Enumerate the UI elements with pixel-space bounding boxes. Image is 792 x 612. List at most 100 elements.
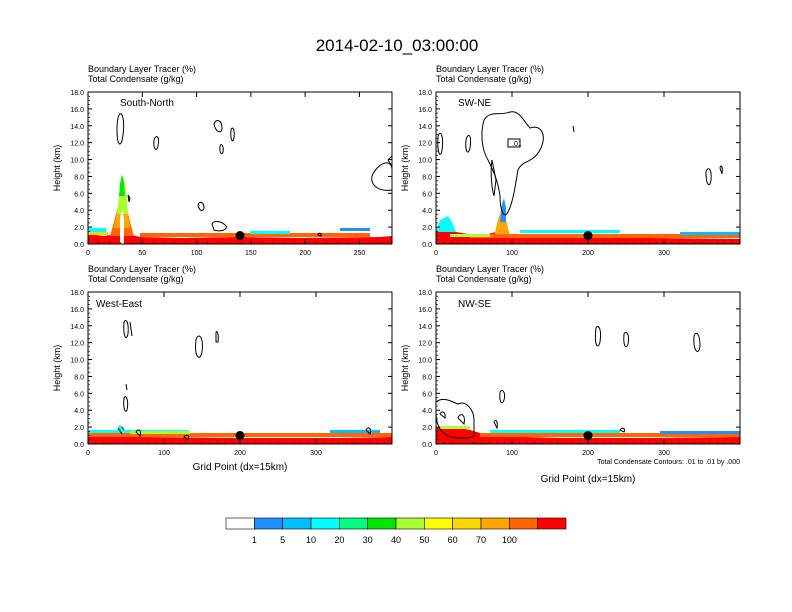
colorbar-label: 30: [363, 535, 373, 545]
colorbar-swatch: [480, 517, 510, 530]
x-tick-label: 0: [86, 450, 90, 457]
plot-frame-sn: [87, 91, 393, 245]
colorbar-swatch: [282, 517, 312, 530]
y-tick-label: 0.0: [422, 242, 432, 249]
panel-header-line1: Boundary Layer Tracer (%): [88, 264, 196, 274]
y-tick-label: 16.0: [70, 107, 84, 114]
panel-sw-ne: Boundary Layer Tracer (%) Total Condensa…: [400, 64, 741, 257]
panel-label: West-East: [96, 299, 142, 310]
panel-south-north: Boundary Layer Tracer (%) Total Condensa…: [52, 64, 393, 257]
colorbar-swatch: [537, 517, 567, 530]
panel-label: NW-SE: [458, 299, 491, 310]
x-tick-label: 300: [310, 450, 322, 457]
x-tick-label: 100: [506, 250, 518, 257]
y-tick-label: 10.0: [70, 358, 84, 365]
y-tick-label: 10.0: [418, 358, 432, 365]
y-tick-label: 12.0: [418, 341, 432, 348]
colorbar-swatch: [367, 517, 397, 530]
y-tick-label: 8.0: [74, 374, 84, 381]
y-axis-label: Height (km): [400, 345, 410, 392]
colorbar-swatch: [424, 517, 453, 530]
x-tick-label: 100: [191, 250, 203, 257]
panel-header-line2: Total Condensate (g/kg): [436, 274, 532, 284]
y-tick-label: 4.0: [74, 408, 84, 415]
panel-header-line2: Total Condensate (g/kg): [436, 74, 532, 84]
colorbar-label: 40: [391, 535, 401, 545]
colorbar-swatch: [310, 517, 340, 530]
x-tick-label: 150: [245, 250, 257, 257]
panel-label: South-North: [120, 98, 174, 109]
condensate-contours-sn: [116, 113, 393, 237]
x-tick-label: 50: [138, 250, 146, 257]
x-tick-label: 300: [658, 250, 670, 257]
panel-header-line2: Total Condensate (g/kg): [88, 274, 184, 284]
contour-note: Total Condensate Contours: .01 to .01 by…: [597, 459, 740, 466]
colorbar-swatch: [509, 517, 538, 530]
panel-header-line1: Boundary Layer Tracer (%): [436, 64, 544, 74]
x-tick-label: 250: [354, 250, 366, 257]
y-tick-label: 6.0: [74, 191, 84, 198]
x-axis-label: Grid Point (dx=15km): [541, 474, 636, 485]
contour-label: .01: [512, 141, 522, 148]
y-tick-label: 0.0: [74, 242, 84, 249]
panel-header-line1: Boundary Layer Tracer (%): [436, 264, 544, 274]
panel-label: SW-NE: [458, 98, 491, 109]
y-tick-label: 8.0: [422, 374, 432, 381]
y-tick-label: 12.0: [418, 141, 432, 148]
panel-header-line1: Boundary Layer Tracer (%): [88, 64, 196, 74]
condensate-contours-swne: [437, 111, 723, 216]
y-tick-label: 4.0: [422, 208, 432, 215]
y-tick-label: 0.0: [422, 442, 432, 449]
location-marker: [235, 231, 245, 241]
y-tick-label: 12.0: [70, 341, 84, 348]
colorbar-label: 20: [334, 535, 344, 545]
y-tick-label: 14.0: [70, 324, 84, 331]
y-tick-label: 0.0: [74, 442, 84, 449]
y-tick-label: 4.0: [74, 208, 84, 215]
panel-header-line2: Total Condensate (g/kg): [88, 74, 184, 84]
y-tick-label: 12.0: [70, 141, 84, 148]
colorbar-label: 100: [502, 535, 517, 545]
colorbar: 1 5 10 20 30 40 50 60 70 100: [225, 517, 567, 545]
y-axis-label: Height (km): [52, 145, 62, 192]
bl-fill-swne: [436, 198, 740, 244]
y-axis-label: Height (km): [52, 345, 62, 392]
y-tick-label: 4.0: [422, 408, 432, 415]
colorbar-swatch: [452, 517, 482, 530]
y-tick-label: 10.0: [70, 158, 84, 165]
figure-title: 2014-02-10_03:00:00: [316, 36, 479, 55]
colorbar-label: 60: [448, 535, 458, 545]
y-tick-label: 14.0: [418, 124, 432, 131]
y-tick-label: 6.0: [74, 391, 84, 398]
colorbar-label: 5: [280, 535, 285, 545]
y-tick-label: 18.0: [418, 90, 432, 97]
y-tick-label: 8.0: [422, 174, 432, 181]
y-tick-label: 18.0: [70, 90, 84, 97]
y-tick-label: 18.0: [70, 290, 84, 297]
condensate-contours-we: [117, 320, 371, 440]
y-tick-label: 10.0: [418, 158, 432, 165]
x-axis-label: Grid Point (dx=15km): [193, 462, 288, 473]
x-tick-label: 0: [434, 450, 438, 457]
x-tick-label: 0: [86, 250, 90, 257]
panel-nw-se: Boundary Layer Tracer (%) Total Condensa…: [400, 264, 741, 485]
y-tick-label: 2.0: [422, 425, 432, 432]
x-tick-label: 200: [299, 250, 311, 257]
y-tick-label: 2.0: [422, 225, 432, 232]
colorbar-label: 10: [306, 535, 316, 545]
y-tick-label: 14.0: [418, 324, 432, 331]
panel-west-east: Boundary Layer Tracer (%) Total Condensa…: [52, 264, 393, 473]
x-tick-label: 200: [234, 450, 246, 457]
y-tick-label: 2.0: [74, 425, 84, 432]
y-tick-label: 16.0: [418, 107, 432, 114]
location-marker: [583, 431, 593, 441]
y-tick-label: 6.0: [422, 191, 432, 198]
colorbar-label: 70: [476, 535, 486, 545]
colorbar-swatch: [254, 517, 283, 530]
x-tick-label: 0: [434, 250, 438, 257]
colorbar-swatch: [225, 517, 255, 530]
colorbar-swatch: [339, 517, 368, 530]
x-tick-label: 300: [658, 450, 670, 457]
colorbar-label: 50: [419, 535, 429, 545]
y-tick-label: 16.0: [418, 307, 432, 314]
